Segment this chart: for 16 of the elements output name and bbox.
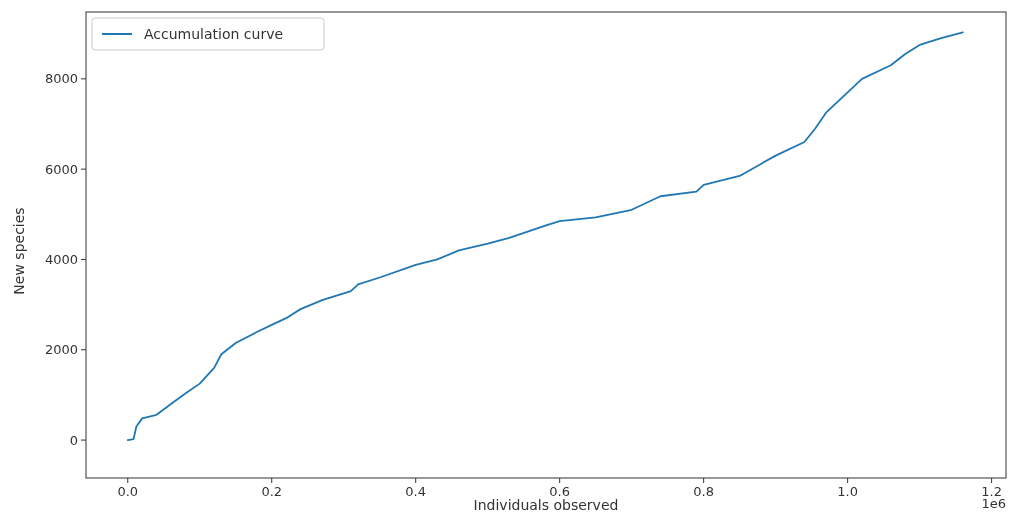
x-tick-label: 1.0	[837, 484, 858, 499]
y-tick-label: 8000	[44, 71, 78, 87]
y-tick-label: 0	[69, 432, 78, 448]
x-tick-label: 0.0	[117, 484, 139, 499]
x-tick-label: 0.2	[261, 484, 283, 499]
x-tick-label: 0.4	[405, 484, 427, 499]
x-tick-label: 0.8	[693, 484, 714, 499]
x-tick-label: 0.6	[549, 484, 571, 499]
text: 1e6	[981, 496, 1006, 511]
x-axis-title: Individuals observed	[473, 497, 619, 512]
y-axis-title: New species	[11, 207, 27, 295]
legend-label: Accumulation curve	[144, 25, 284, 42]
y-tick-label: 6000	[44, 161, 78, 177]
y-tick-label: 4000	[44, 252, 78, 267]
x-tick-label: 1.2	[981, 484, 1002, 499]
y-tick-label: 2000	[44, 342, 78, 358]
